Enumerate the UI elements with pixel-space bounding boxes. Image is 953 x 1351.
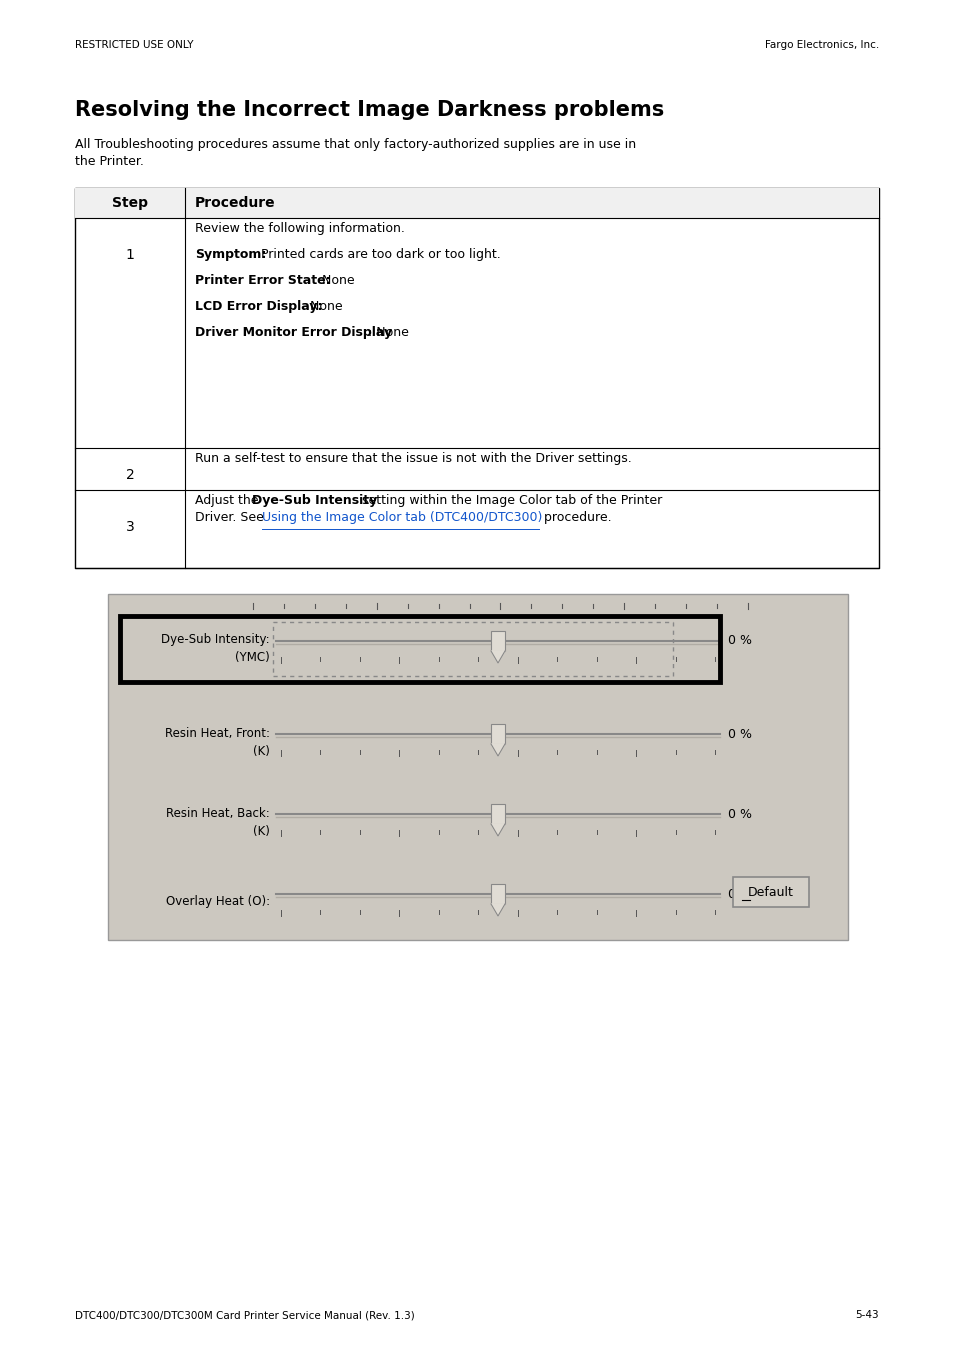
Text: Using the Image Color tab (DTC400/DTC300): Using the Image Color tab (DTC400/DTC300… bbox=[262, 511, 542, 524]
Text: Resolving the Incorrect Image Darkness problems: Resolving the Incorrect Image Darkness p… bbox=[75, 100, 663, 120]
Text: 0 %: 0 % bbox=[727, 635, 751, 647]
Text: All Troubleshooting procedures assume that only factory-authorized supplies are : All Troubleshooting procedures assume th… bbox=[75, 138, 636, 151]
Polygon shape bbox=[491, 904, 504, 916]
Bar bbox=[491, 724, 504, 744]
Bar bbox=[75, 188, 878, 218]
Text: (K): (K) bbox=[253, 744, 270, 758]
Bar bbox=[273, 621, 672, 676]
Text: procedure.: procedure. bbox=[539, 511, 611, 524]
Bar bbox=[120, 616, 720, 682]
Polygon shape bbox=[491, 824, 504, 836]
Text: 0 %: 0 % bbox=[727, 888, 751, 901]
Text: Resin Heat, Front:: Resin Heat, Front: bbox=[165, 727, 270, 739]
Text: Resin Heat, Back:: Resin Heat, Back: bbox=[166, 807, 270, 820]
Bar bbox=[491, 884, 504, 904]
Text: (YMC): (YMC) bbox=[235, 651, 270, 665]
Text: Symptom:: Symptom: bbox=[194, 249, 266, 261]
Text: Overlay Heat (O):: Overlay Heat (O): bbox=[166, 896, 270, 908]
Text: : None: : None bbox=[368, 326, 409, 339]
Text: Run a self-test to ensure that the issue is not with the Driver settings.: Run a self-test to ensure that the issue… bbox=[194, 453, 631, 465]
Text: Dye-Sub Intensity: Dye-Sub Intensity bbox=[252, 494, 376, 507]
Text: Review the following information.: Review the following information. bbox=[194, 222, 404, 235]
Bar bbox=[108, 594, 847, 940]
Text: Driver. See: Driver. See bbox=[194, 511, 268, 524]
Text: 1: 1 bbox=[126, 249, 134, 262]
Text: LCD Error Display:: LCD Error Display: bbox=[194, 300, 322, 313]
Text: DTC400/DTC300/DTC300M Card Printer Service Manual (Rev. 1.3): DTC400/DTC300/DTC300M Card Printer Servi… bbox=[75, 1310, 415, 1320]
Text: 2: 2 bbox=[126, 467, 134, 482]
Text: Printed cards are too dark or too light.: Printed cards are too dark or too light. bbox=[256, 249, 500, 261]
Text: Default: Default bbox=[747, 885, 793, 898]
Polygon shape bbox=[491, 744, 504, 757]
Bar bbox=[491, 631, 504, 651]
Text: None: None bbox=[317, 274, 355, 286]
Text: 0 %: 0 % bbox=[727, 727, 751, 740]
Text: RESTRICTED USE ONLY: RESTRICTED USE ONLY bbox=[75, 41, 193, 50]
Text: (K): (K) bbox=[253, 824, 270, 838]
Text: Step: Step bbox=[112, 196, 148, 209]
Text: Adjust the: Adjust the bbox=[194, 494, 262, 507]
Text: Fargo Electronics, Inc.: Fargo Electronics, Inc. bbox=[764, 41, 878, 50]
Text: setting within the Image Color tab of the Printer: setting within the Image Color tab of th… bbox=[357, 494, 661, 507]
Text: Printer Error State:: Printer Error State: bbox=[194, 274, 331, 286]
Bar bbox=[732, 877, 808, 907]
Text: 3: 3 bbox=[126, 520, 134, 534]
Polygon shape bbox=[491, 651, 504, 663]
Text: the Printer.: the Printer. bbox=[75, 155, 144, 168]
Text: Dye-Sub Intensity:: Dye-Sub Intensity: bbox=[161, 634, 270, 647]
Bar bbox=[75, 188, 878, 567]
Text: None: None bbox=[306, 300, 342, 313]
Text: Driver Monitor Error Display: Driver Monitor Error Display bbox=[194, 326, 392, 339]
Text: 0 %: 0 % bbox=[727, 808, 751, 820]
Bar bbox=[491, 804, 504, 824]
Text: 5-43: 5-43 bbox=[855, 1310, 878, 1320]
Text: Procedure: Procedure bbox=[194, 196, 275, 209]
